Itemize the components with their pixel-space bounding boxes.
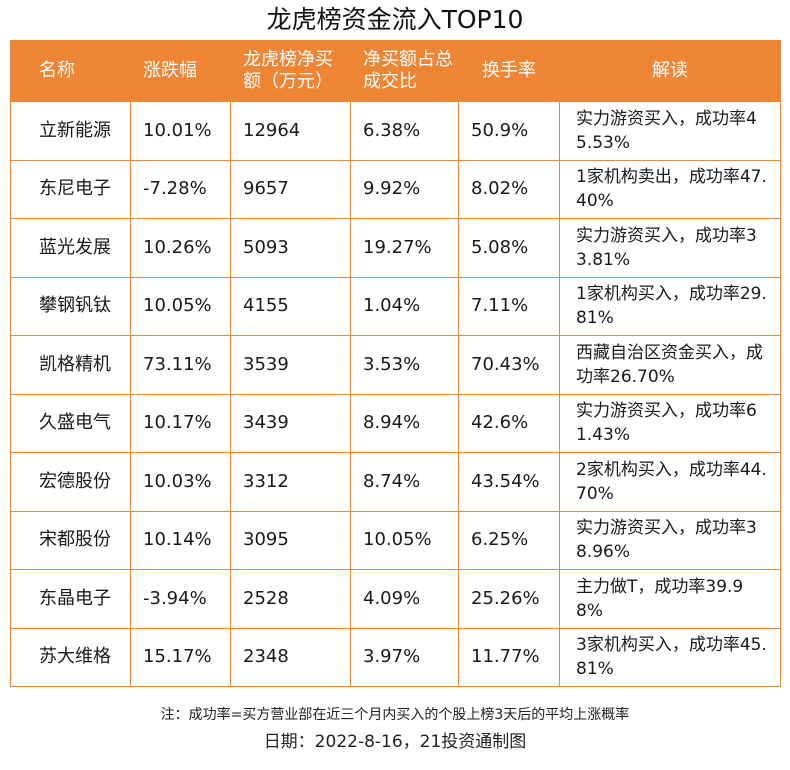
- net-buy-cell: 9657: [230, 159, 351, 219]
- net-buy-cell: 5093: [230, 218, 351, 278]
- desc-cell: 2家机构买入，成功率44.70%: [559, 452, 781, 512]
- table-row: 苏大维格 15.17% 2348 3.97% 11.77% 3家机构买入，成功率45.81…: [10, 627, 781, 687]
- desc-cell: 3家机构买入，成功率45.81%: [559, 627, 781, 687]
- change-cell: 15.17%: [130, 627, 231, 687]
- change-cell: 10.26%: [130, 218, 231, 278]
- stock-name: 东尼电子: [10, 159, 131, 219]
- net-buy-cell: 3312: [230, 452, 351, 512]
- page-title: 龙虎榜资金流入TOP10: [266, 5, 524, 34]
- change-cell: -3.94%: [130, 569, 231, 629]
- desc-cell: 实力游资买入，成功率45.53%: [559, 101, 781, 161]
- change-cell: 10.03%: [130, 452, 231, 512]
- table-row: 宏德股份 10.03% 3312 8.74% 43.54% 2家机构买入，成功率44.70…: [10, 452, 781, 512]
- header-change: 涨跌幅: [130, 40, 231, 102]
- ratio-cell: 8.74%: [350, 452, 459, 512]
- stock-name: 苏大维格: [10, 627, 131, 687]
- date-credit: 日期：2022-8-16，21投资通制图: [263, 732, 527, 752]
- net-buy-cell: 3095: [230, 510, 351, 570]
- table-row: 凯格精机 73.11% 3539 3.53% 70.43% 西藏自治区资金买入，成功率26…: [10, 335, 781, 395]
- desc-cell: 实力游资买入，成功率33.81%: [559, 218, 781, 278]
- ratio-cell: 3.53%: [350, 335, 459, 395]
- header-name: 名称: [10, 40, 131, 102]
- ratio-cell: 3.97%: [350, 627, 459, 687]
- header-net-buy: 龙虎榜净买额（万元）: [230, 40, 351, 102]
- net-buy-cell: 2528: [230, 569, 351, 629]
- stock-name: 凯格精机: [10, 335, 131, 395]
- turnover-cell: 6.25%: [458, 510, 560, 570]
- header-turnover: 换手率: [458, 40, 560, 102]
- turnover-cell: 43.54%: [458, 452, 560, 512]
- top10-table: 名称 涨跌幅 龙虎榜净买额（万元） 净买额占总成交比 换手率 解读 立新能源 10…: [10, 40, 781, 687]
- desc-cell: 1家机构买入，成功率29.81%: [559, 276, 781, 336]
- desc-cell: 主力做T，成功率39.98%: [559, 569, 781, 629]
- header-desc: 解读: [559, 40, 781, 102]
- turnover-cell: 8.02%: [458, 159, 560, 219]
- change-cell: -7.28%: [130, 159, 231, 219]
- turnover-cell: 50.9%: [458, 101, 560, 161]
- ratio-cell: 19.27%: [350, 218, 459, 278]
- turnover-cell: 7.11%: [458, 276, 560, 336]
- stock-name: 蓝光发展: [10, 218, 131, 278]
- turnover-cell: 70.43%: [458, 335, 560, 395]
- net-buy-cell: 3439: [230, 393, 351, 453]
- stock-name: 攀钢钒钛: [10, 276, 131, 336]
- footnote: 注：成功率=买方营业部在近三个月内买入的个股上榜3天后的平均上涨概率: [160, 707, 630, 723]
- ratio-cell: 9.92%: [350, 159, 459, 219]
- desc-cell: 西藏自治区资金买入，成功率26.70%: [559, 335, 781, 395]
- net-buy-cell: 12964: [230, 101, 351, 161]
- table-row: 攀钢钒钛 10.05% 4155 1.04% 7.11% 1家机构买入，成功率29.81%: [10, 276, 781, 336]
- desc-cell: 实力游资买入，成功率61.43%: [559, 393, 781, 453]
- table-row: 宋都股份 10.14% 3095 10.05% 6.25% 实力游资买入，成功率38.96…: [10, 510, 781, 570]
- table-row: 久盛电气 10.17% 3439 8.94% 42.6% 实力游资买入，成功率61.43%: [10, 393, 781, 453]
- turnover-cell: 42.6%: [458, 393, 560, 453]
- stock-name: 久盛电气: [10, 393, 131, 453]
- turnover-cell: 5.08%: [458, 218, 560, 278]
- desc-cell: 1家机构卖出，成功率47.40%: [559, 159, 781, 219]
- net-buy-cell: 4155: [230, 276, 351, 336]
- change-cell: 10.05%: [130, 276, 231, 336]
- turnover-cell: 11.77%: [458, 627, 560, 687]
- ratio-cell: 10.05%: [350, 510, 459, 570]
- net-buy-cell: 3539: [230, 335, 351, 395]
- ratio-cell: 6.38%: [350, 101, 459, 161]
- ratio-cell: 8.94%: [350, 393, 459, 453]
- desc-cell: 实力游资买入，成功率38.96%: [559, 510, 781, 570]
- table-row: 东晶电子 -3.94% 2528 4.09% 25.26% 主力做T，成功率39.98%: [10, 569, 781, 629]
- change-cell: 73.11%: [130, 335, 231, 395]
- header-ratio: 净买额占总成交比: [350, 40, 459, 102]
- ratio-cell: 1.04%: [350, 276, 459, 336]
- stock-name: 宏德股份: [10, 452, 131, 512]
- turnover-cell: 25.26%: [458, 569, 560, 629]
- table-row: 立新能源 10.01% 12964 6.38% 50.9% 实力游资买入，成功率45.53…: [10, 101, 781, 161]
- table-row: 蓝光发展 10.26% 5093 19.27% 5.08% 实力游资买入，成功率33.81…: [10, 218, 781, 278]
- change-cell: 10.01%: [130, 101, 231, 161]
- net-buy-cell: 2348: [230, 627, 351, 687]
- header-row: 名称 涨跌幅 龙虎榜净买额（万元） 净买额占总成交比 换手率 解读: [10, 40, 781, 102]
- stock-name: 立新能源: [10, 101, 131, 161]
- change-cell: 10.14%: [130, 510, 231, 570]
- stock-name: 东晶电子: [10, 569, 131, 629]
- stock-name: 宋都股份: [10, 510, 131, 570]
- change-cell: 10.17%: [130, 393, 231, 453]
- ratio-cell: 4.09%: [350, 569, 459, 629]
- table-row: 东尼电子 -7.28% 9657 9.92% 8.02% 1家机构卖出，成功率47.40%: [10, 159, 781, 219]
